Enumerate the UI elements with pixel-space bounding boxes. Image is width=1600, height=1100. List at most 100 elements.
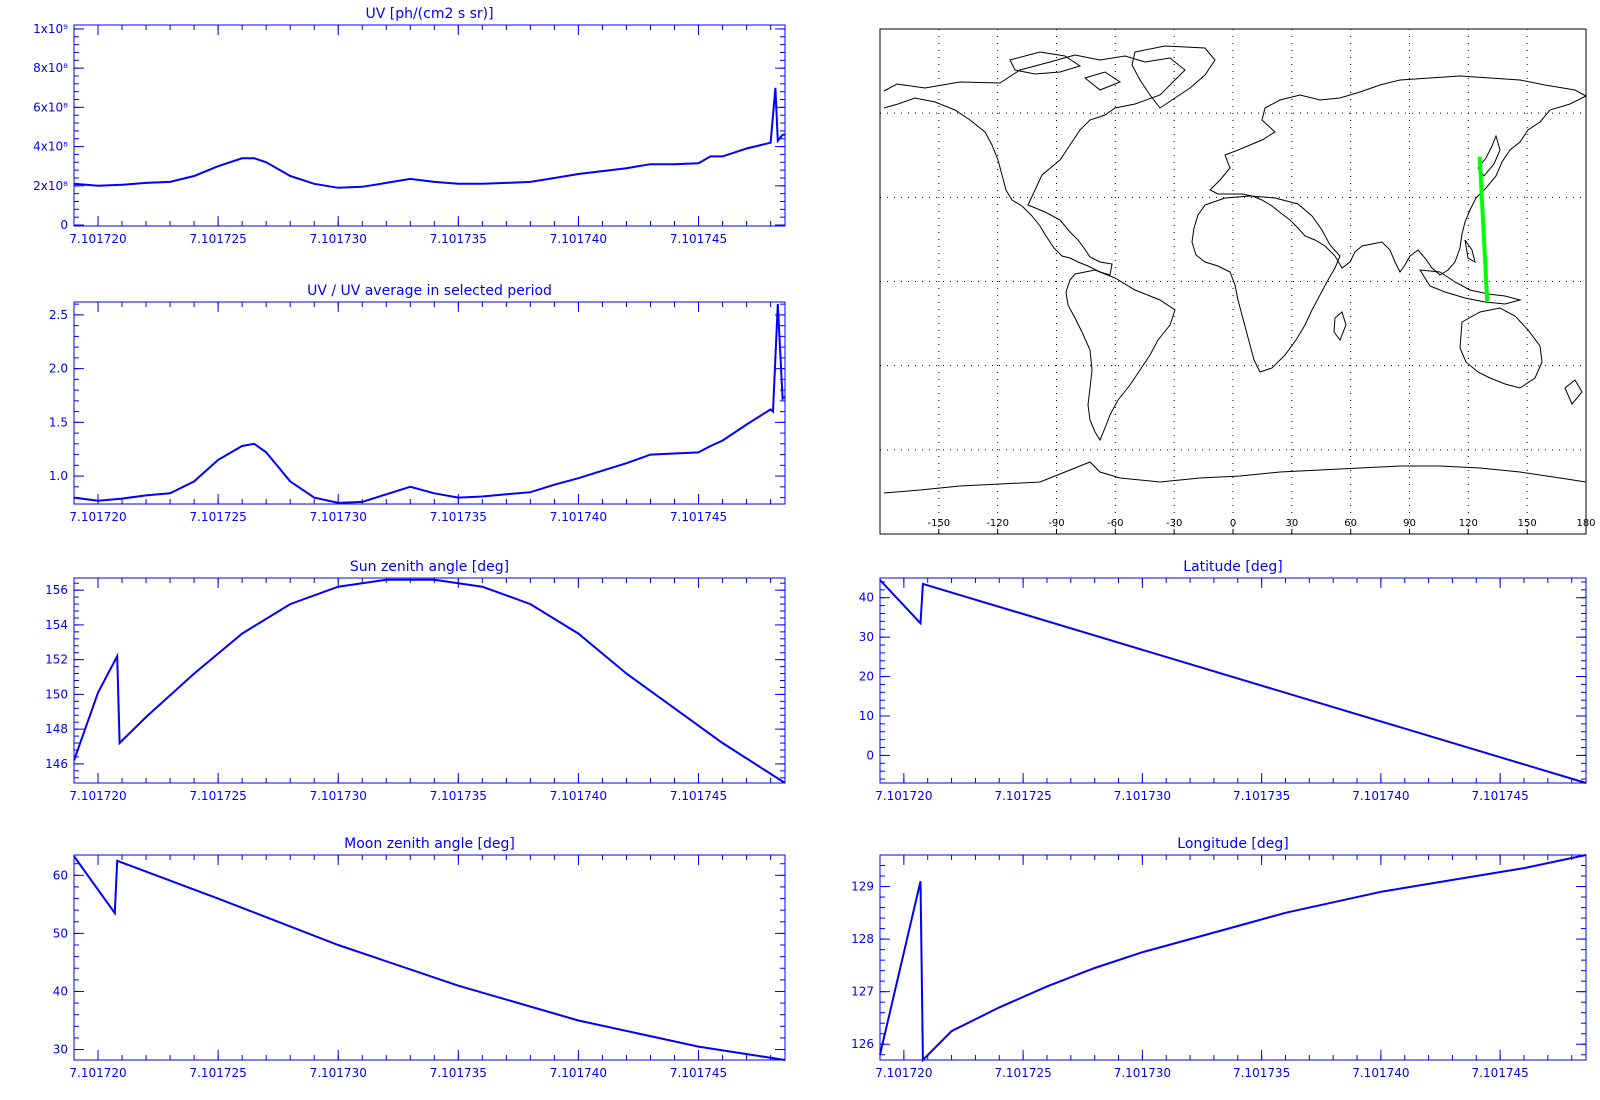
latitude-xtick-label: 7.101720 xyxy=(875,789,932,803)
moon-zenith-xtick-label: 7.101725 xyxy=(189,1066,246,1080)
sun-zenith-ytick-label: 152 xyxy=(45,653,68,667)
sun-zenith-ytick-label: 146 xyxy=(45,757,68,771)
uv-xtick-label: 7.101735 xyxy=(430,232,487,246)
uv-xtick-label: 7.101720 xyxy=(69,232,126,246)
latitude-xtick-label: 7.101730 xyxy=(1114,789,1171,803)
uv-title: UV [ph/(cm2 s sr)] xyxy=(365,6,493,22)
uv-xtick-label: 7.101730 xyxy=(310,232,367,246)
latitude-ytick-label: 0 xyxy=(866,748,874,762)
longitude-xtick-label: 7.101725 xyxy=(994,1066,1051,1080)
sun-zenith-plot-frame xyxy=(73,577,786,784)
uv-ytick-label: 0 xyxy=(60,218,68,232)
sun-zenith-title: Sun zenith angle [deg] xyxy=(350,559,509,575)
moon-zenith-xtick-label: 7.101740 xyxy=(550,1066,607,1080)
coast-maritime-se-asia xyxy=(1419,239,1522,305)
uv-plot-frame xyxy=(73,24,786,227)
uv-ratio-ytick-label: 1.5 xyxy=(49,415,68,429)
uv-xtick-label: 7.101745 xyxy=(670,232,727,246)
uv-ratio-xtick-label: 7.101740 xyxy=(550,510,607,524)
sun-zenith-ytick-label: 156 xyxy=(45,583,68,597)
moon-zenith-chart: Moon zenith angle [deg] 7.101720 7.101725 7… xyxy=(53,836,786,1080)
latitude-xtick-label: 7.101740 xyxy=(1352,789,1409,803)
longitude-ytick-label: 128 xyxy=(851,932,874,946)
uv-xtick-label: 7.101740 xyxy=(550,232,607,246)
uv-ytick-label: 8x10⁸ xyxy=(33,61,68,75)
uv-ratio-xtick-label: 7.101730 xyxy=(310,510,367,524)
sun-zenith-xtick-label: 7.101735 xyxy=(430,789,487,803)
map-panel: -150 -120 -90 -60 -30 0 30 60 90 120 150 180 xyxy=(879,28,1596,535)
uv-ratio-xtick-label: 7.101720 xyxy=(69,510,126,524)
latitude-ytick-label: 30 xyxy=(859,630,874,644)
longitude-title: Longitude [deg] xyxy=(1177,836,1288,852)
latitude-title: Latitude [deg] xyxy=(1183,559,1282,575)
uv-chart: UV [ph/(cm2 s sr)] 7.101720 7.101725 7.1017… xyxy=(33,6,786,246)
latitude-xtick-label: 7.101745 xyxy=(1472,789,1529,803)
latitude-series-line xyxy=(879,579,1587,784)
moon-zenith-ytick-label: 30 xyxy=(53,1043,68,1057)
sun-zenith-xtick-label: 7.101745 xyxy=(670,789,727,803)
coast-greenland xyxy=(1131,45,1216,109)
sun-zenith-series-line xyxy=(73,578,786,784)
sun-zenith-chart: Sun zenith angle [deg] 7.101720 7.101725 7.… xyxy=(45,559,786,803)
coast-japan xyxy=(1477,134,1501,177)
uv-ytick-label: 2x10⁸ xyxy=(33,179,68,193)
latitude-plot-frame xyxy=(879,577,1587,784)
coast-africa xyxy=(1191,195,1341,373)
moon-zenith-xtick-label: 7.101730 xyxy=(310,1066,367,1080)
latitude-ytick-label: 20 xyxy=(859,670,874,684)
map-xtick-label: -30 xyxy=(1166,518,1182,529)
longitude-ytick-label: 126 xyxy=(851,1037,874,1051)
sun-zenith-xtick-label: 7.101720 xyxy=(69,789,126,803)
longitude-xtick-label: 7.101735 xyxy=(1233,1066,1290,1080)
longitude-ytick-label: 129 xyxy=(851,880,874,894)
coast-eurasia xyxy=(1209,75,1588,276)
moon-zenith-series-line xyxy=(73,855,786,1061)
coast-madagascar xyxy=(1333,311,1347,342)
latitude-xtick-label: 7.101735 xyxy=(1233,789,1290,803)
sun-zenith-ytick-label: 154 xyxy=(45,618,68,632)
moon-zenith-xtick-label: 7.101735 xyxy=(430,1066,487,1080)
moon-zenith-xtick-label: 7.101745 xyxy=(670,1066,727,1080)
longitude-chart: Longitude [deg] 7.101720 7.101725 7.101730 7… xyxy=(851,836,1587,1080)
coast-antarctica xyxy=(883,461,1587,494)
uv-ratio-xtick-label: 7.101745 xyxy=(670,510,727,524)
sun-zenith-xtick-label: 7.101725 xyxy=(189,789,246,803)
longitude-plot-frame xyxy=(879,854,1587,1061)
satellite-track xyxy=(1477,156,1490,302)
uv-ratio-plot-frame xyxy=(73,301,786,505)
uv-ratio-xtick-label: 7.101735 xyxy=(430,510,487,524)
latitude-ytick-label: 10 xyxy=(859,709,874,723)
longitude-xtick-label: 7.101740 xyxy=(1352,1066,1409,1080)
map-xtick-label: -90 xyxy=(1048,518,1064,529)
moon-zenith-xtick-label: 7.101720 xyxy=(69,1066,126,1080)
uv-ytick-label: 1x10⁹ xyxy=(33,22,68,36)
coast-new-zealand xyxy=(1564,379,1583,405)
coast-south-america xyxy=(1065,269,1176,442)
uv-ratio-chart: UV / UV average in selected period 7.1017… xyxy=(49,283,786,524)
map-xtick-label: 120 xyxy=(1459,518,1478,529)
map-xtick-label: -150 xyxy=(927,518,950,529)
map-xtick-label: 30 xyxy=(1285,518,1298,529)
moon-zenith-ytick-label: 60 xyxy=(53,868,68,882)
coast-australia xyxy=(1459,307,1543,389)
map-xtick-label: 90 xyxy=(1403,518,1416,529)
uv-ratio-xtick-label: 7.101725 xyxy=(189,510,246,524)
uv-xtick-label: 7.101725 xyxy=(189,232,246,246)
uv-series-line xyxy=(73,87,785,189)
map-gridlines xyxy=(880,29,1586,534)
sun-zenith-xtick-label: 7.101740 xyxy=(550,789,607,803)
map-xtick-label: 60 xyxy=(1344,518,1357,529)
latitude-chart: Latitude [deg] 7.101720 7.101725 7.101730 7.… xyxy=(859,559,1587,803)
map-xtick-label: 0 xyxy=(1230,518,1236,529)
moon-zenith-title: Moon zenith angle [deg] xyxy=(344,836,515,852)
sun-zenith-xtick-label: 7.101730 xyxy=(310,789,367,803)
coast-north-america xyxy=(883,54,1186,276)
coast-arctic-islands xyxy=(1009,51,1122,91)
map-xtick-label: 180 xyxy=(1576,518,1595,529)
uv-ytick-label: 4x10⁸ xyxy=(33,140,68,154)
uv-ytick-label: 6x10⁸ xyxy=(33,100,68,114)
latitude-xtick-label: 7.101725 xyxy=(994,789,1051,803)
uv-ratio-ytick-label: 2.5 xyxy=(49,308,68,322)
uv-ratio-title: UV / UV average in selected period xyxy=(307,283,552,299)
